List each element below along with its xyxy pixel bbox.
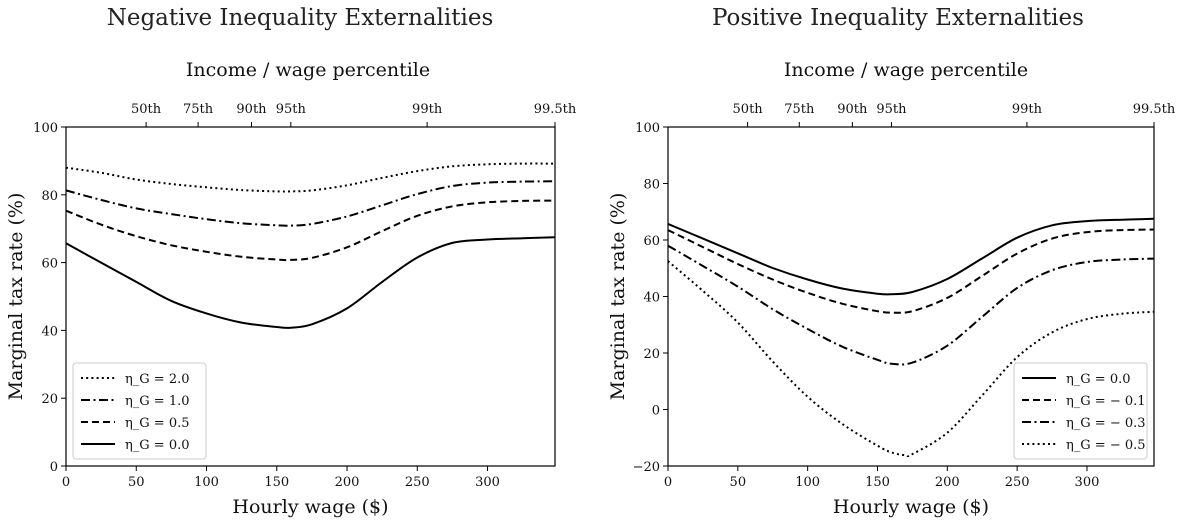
legend-box: [1013, 362, 1148, 460]
chart-title: Negative Inequality Externalities: [107, 5, 494, 31]
x-tick-label: 300: [475, 475, 500, 490]
x-tick-label: 300: [1075, 475, 1100, 490]
legend-label: η_G = 2.0: [125, 372, 190, 387]
legend-label: η_G = 0.5: [125, 416, 190, 431]
top-tick-label: 90th: [236, 102, 267, 117]
top-tick-label: 95th: [876, 102, 907, 117]
top-tick-label: 95th: [276, 102, 307, 117]
legend-box: [72, 362, 207, 460]
y-tick-label: 0: [652, 404, 660, 419]
top-tick-label: 75th: [784, 102, 815, 117]
legend-label: η_G = 1.0: [125, 394, 190, 409]
top-axis-label: Income / wage percentile: [186, 59, 430, 81]
series-line: [667, 228, 1155, 314]
series-line: [65, 180, 556, 227]
x-tick-label: 200: [335, 475, 360, 490]
series-line: [667, 260, 1155, 458]
y-tick-label: 100: [33, 121, 58, 136]
legend-label: η_G = 0.0: [125, 438, 190, 453]
y-tick-label: 100: [635, 121, 660, 136]
y-tick-label: 20: [643, 347, 660, 362]
top-tick-label: 99th: [412, 102, 443, 117]
top-tick-label: 50th: [733, 102, 764, 117]
y-tick-label: 60: [41, 257, 58, 272]
legend: η_G = 0.0 η_G = − 0.1 η_G = − 0.3 η_G = − 0…: [1013, 362, 1148, 460]
top-tick-label: 50th: [131, 102, 162, 117]
y-tick-label: 60: [643, 234, 660, 249]
x-tick-label: 50: [128, 475, 145, 490]
y-tick-label: 40: [643, 291, 660, 306]
y-tick-label: −20: [633, 460, 660, 475]
plot-frame: [65, 126, 556, 467]
top-tick-label: 90th: [837, 102, 868, 117]
legend-label: η_G = − 0.5: [1066, 438, 1146, 453]
top-tick-label: 75th: [183, 102, 214, 117]
y-tick-label: 20: [41, 392, 58, 407]
x-tick-label: 200: [935, 475, 960, 490]
chart-panel-2: Positive Inequality Externalities Income …: [607, 5, 1176, 518]
legend-label: η_G = − 0.1: [1066, 394, 1146, 409]
plot-frame: [667, 126, 1155, 467]
x-tick-label: 250: [405, 475, 430, 490]
y-tick-label: 80: [643, 178, 660, 193]
x-tick-label: 100: [795, 475, 820, 490]
legend: η_G = 2.0 η_G = 1.0 η_G = 0.5 η_G = 0.0: [72, 362, 207, 460]
y-tick-label: 40: [41, 324, 58, 339]
x-tick-label: 250: [1005, 475, 1030, 490]
y-tick-label: 0: [50, 460, 58, 475]
top-axis-label: Income / wage percentile: [784, 59, 1028, 81]
top-tick-label: 99.5th: [1133, 102, 1176, 117]
series-line: [65, 236, 556, 329]
y-axis-label: Marginal tax rate (%): [607, 193, 629, 401]
x-tick-label: 0: [664, 475, 672, 490]
y-axis-label: Marginal tax rate (%): [5, 193, 27, 401]
series-line: [667, 217, 1155, 296]
top-tick-label: 99.5th: [534, 102, 577, 117]
chart-panel-1: Negative Inequality Externalities Income …: [5, 5, 577, 518]
x-tick-label: 0: [62, 475, 70, 490]
x-axis-label: Hourly wage ($): [833, 496, 989, 518]
legend-label: η_G = 0.0: [1066, 372, 1131, 387]
x-tick-label: 150: [264, 475, 289, 490]
top-tick-label: 99th: [1012, 102, 1043, 117]
series-line: [65, 162, 556, 193]
x-tick-label: 150: [865, 475, 890, 490]
series-line: [65, 199, 556, 262]
series-line: [667, 244, 1155, 366]
chart-title: Positive Inequality Externalities: [712, 5, 1084, 31]
y-tick-label: 80: [41, 189, 58, 204]
legend-label: η_G = − 0.3: [1066, 416, 1146, 431]
x-axis-label: Hourly wage ($): [232, 496, 388, 518]
x-tick-label: 100: [194, 475, 219, 490]
x-tick-label: 50: [730, 475, 747, 490]
